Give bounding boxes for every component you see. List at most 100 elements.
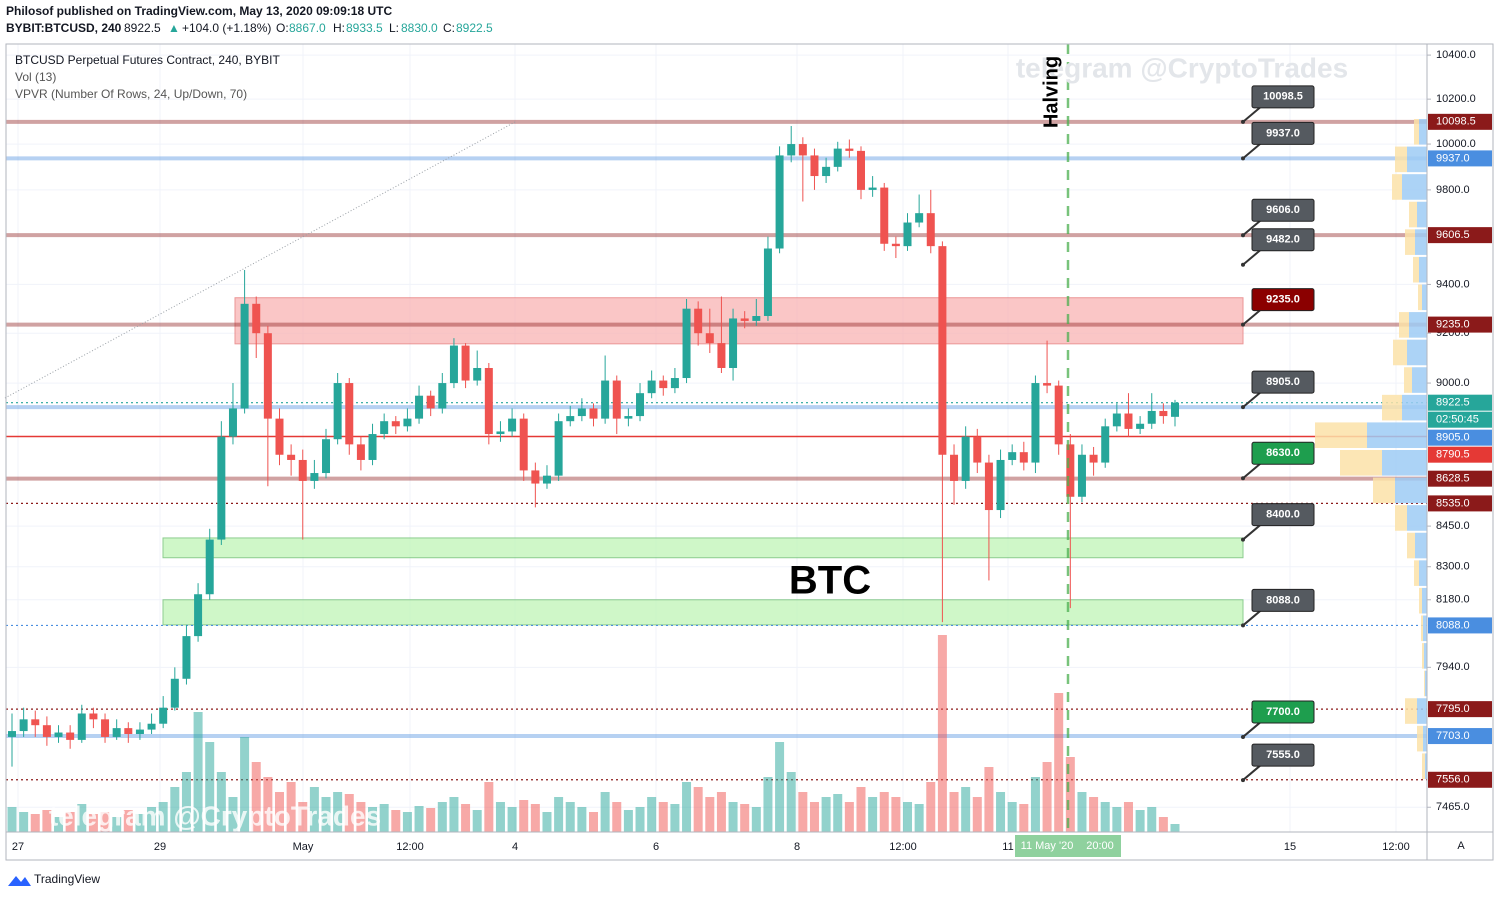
y-tick-label: 9800.0 [1436, 184, 1470, 196]
volume-bar [1042, 762, 1052, 832]
volume-bar [937, 635, 947, 832]
volume-bar [472, 810, 482, 832]
scale-button[interactable]: A [1457, 840, 1465, 852]
callout-anchor [1241, 262, 1245, 267]
volume-bar [868, 797, 878, 832]
vpvr-down [1382, 394, 1402, 421]
candle-body [566, 416, 575, 422]
vpvr-down [1392, 174, 1402, 200]
volume-bar [1100, 802, 1110, 832]
candle-body [1054, 385, 1063, 445]
volume-bar [740, 804, 750, 832]
callout-box [1251, 743, 1315, 767]
volume-bar [833, 794, 843, 832]
price-label-box [1428, 771, 1492, 788]
arrow: ▲ [168, 21, 180, 35]
volume-bar [263, 777, 273, 832]
callout-box [1251, 121, 1315, 145]
watermark: telegram @CryptoTrades [1016, 52, 1348, 83]
volume-bar [786, 772, 796, 832]
volume-bar [879, 792, 889, 832]
price-label: 8790.5 [1436, 449, 1470, 461]
countdown: 02:50:45 [1436, 414, 1479, 426]
candle-body [345, 383, 354, 445]
y-tick-label: 8300.0 [1436, 561, 1470, 573]
x-tick-label: 12:00 [396, 841, 424, 853]
callout-pointer [1242, 141, 1263, 160]
candle-body [950, 454, 959, 481]
callout-label: 10098.5 [1263, 91, 1303, 103]
crosshair-time: 20:00 [1086, 840, 1114, 852]
vpvr-down [1424, 670, 1425, 697]
x-tick-label: 27 [12, 841, 24, 853]
candle-body [659, 380, 668, 389]
candle-body [915, 213, 924, 223]
volume-bar [30, 814, 40, 832]
vpvr-down [1405, 698, 1417, 724]
y-tick-label: 9000.0 [1436, 377, 1470, 389]
price-label-box [1428, 429, 1492, 446]
callout-label: 9235.0 [1266, 294, 1300, 306]
candle-body [961, 436, 970, 481]
price-label-box [1428, 394, 1492, 411]
volume-bar [484, 782, 494, 832]
volume-bar [77, 804, 87, 832]
price-label: 9937.0 [1436, 152, 1470, 164]
candle-body [426, 395, 435, 409]
vpvr-down [1417, 725, 1423, 752]
volume-bar [216, 772, 226, 832]
crosshair-time-box [1015, 835, 1121, 857]
volume-bar [1147, 807, 1157, 832]
vpvr-up [1422, 284, 1427, 311]
vpvr-up [1419, 256, 1427, 283]
vpvr-down [1421, 615, 1423, 642]
price-label: 8905.0 [1436, 432, 1470, 444]
volume-bar [170, 787, 180, 832]
vpvr-down [1340, 450, 1382, 476]
vpvr-up [1425, 753, 1427, 779]
volume-bar [414, 806, 424, 832]
volume-bar [240, 737, 250, 832]
vpvr-up [1402, 174, 1427, 200]
callout-label: 7555.0 [1266, 749, 1300, 761]
candle-body [775, 155, 784, 249]
volume-bar [274, 792, 284, 832]
plot [6, 119, 1427, 832]
x-tick-label: 12:00 [1382, 841, 1410, 853]
volume-bar [949, 792, 959, 832]
candle-body [275, 418, 284, 455]
volume-bar [600, 792, 610, 832]
vpvr-up [1415, 532, 1427, 559]
candle-body [1159, 410, 1168, 417]
price-label: 8088.0 [1436, 619, 1470, 631]
volume-bar [751, 807, 761, 832]
watermark: telegram @CryptoTrades [49, 800, 381, 831]
vpvr-up [1422, 587, 1427, 614]
price-label-box [1428, 446, 1492, 463]
volume-bar [437, 802, 447, 832]
volume-bar [844, 802, 854, 832]
callout-box [1251, 85, 1315, 109]
volume-bar [635, 807, 645, 832]
candle-body [880, 187, 889, 244]
candle-body [391, 421, 400, 427]
candle-body [240, 303, 249, 409]
candle-body [1043, 383, 1052, 386]
y-tick-label: 8450.0 [1436, 520, 1470, 532]
vpvr-down [1315, 422, 1367, 448]
candle-body [717, 343, 726, 368]
candle-body [1112, 413, 1121, 427]
candle-body [926, 213, 935, 247]
candle-body [682, 308, 691, 379]
candle-body [66, 732, 75, 740]
vpvr-down [1422, 643, 1424, 669]
volume-bar [158, 802, 168, 832]
ohlc-header: BYBIT:BTCUSD, 240 8922.5 ▲ +104.0 (+1.18… [6, 21, 493, 35]
candle-body [217, 436, 226, 540]
last-price: 8922.5 [124, 21, 161, 35]
scale-button-box[interactable] [1426, 831, 1494, 861]
tv-logo-icon [8, 876, 31, 886]
volume-bar [670, 804, 680, 832]
vpvr-up [1417, 201, 1427, 228]
